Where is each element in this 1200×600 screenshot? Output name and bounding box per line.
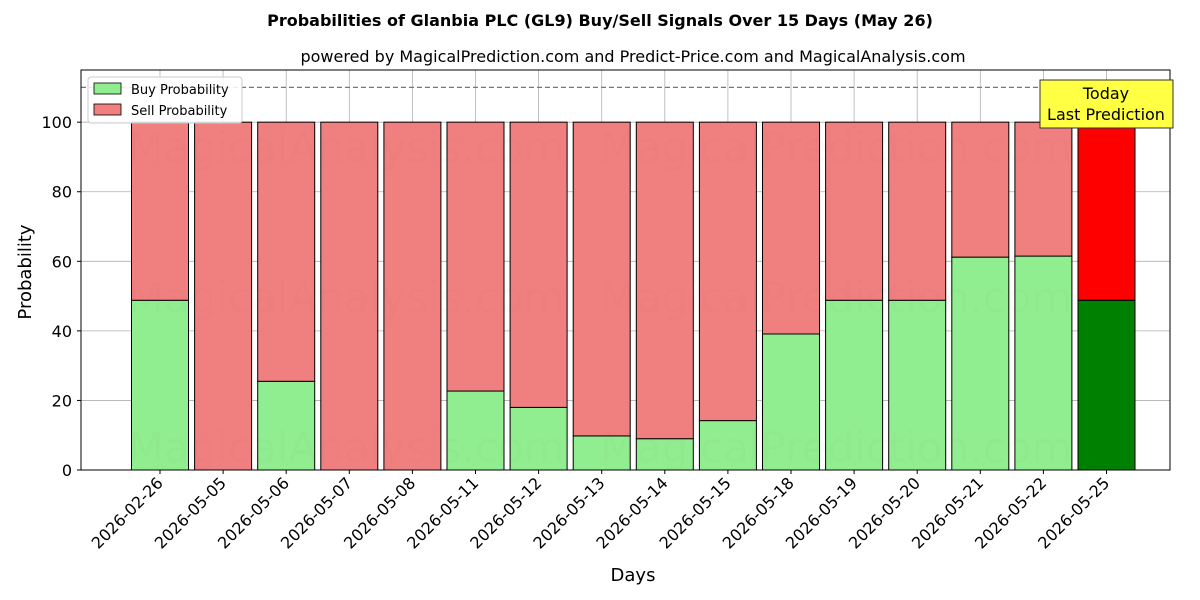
legend-box <box>87 76 243 124</box>
x-axis: 2026-02-262026-05-052026-05-062026-05-07… <box>88 470 1113 553</box>
watermark-text: MagicalAnalysis.com <box>128 273 565 322</box>
legend-sell-swatch <box>93 103 122 116</box>
watermark-text: MagicalPrediction.com <box>600 273 1073 322</box>
sell-bar <box>888 121 947 301</box>
sell-bar <box>951 121 1010 258</box>
legend: Buy Probability Sell Probability <box>87 76 243 124</box>
x-axis-label: Days <box>611 565 656 586</box>
sell-bar <box>762 121 820 335</box>
sell-bar <box>446 121 505 392</box>
buy-bar <box>572 435 631 471</box>
y-tick-label: 20 <box>52 391 72 410</box>
y-axis-label: Probability <box>15 224 36 319</box>
buy-bar <box>888 299 947 471</box>
today-annotation: Today Last Prediction <box>1039 79 1174 129</box>
sell-bar <box>320 121 379 471</box>
buy-bar <box>635 438 694 471</box>
chart-title: Probabilities of Glanbia PLC (GL9) Buy/S… <box>267 11 933 30</box>
sell-bar <box>1077 121 1136 301</box>
y-tick-label: 60 <box>52 252 72 271</box>
buy-bar <box>1077 299 1136 471</box>
y-tick-label: 0 <box>62 461 72 480</box>
sell-bar <box>131 121 189 301</box>
annotation-line1: Today <box>1082 84 1129 103</box>
sell-bar <box>509 121 568 408</box>
legend-buy-swatch <box>93 82 122 95</box>
annotation-box <box>1039 79 1174 129</box>
buy-bar <box>698 420 757 471</box>
sell-bar <box>194 121 253 471</box>
buy-bar <box>762 333 820 471</box>
y-tick-label: 80 <box>52 183 72 202</box>
sell-bar <box>698 121 757 422</box>
sell-bar <box>257 121 316 382</box>
y-axis: 0 20 40 60 80 100 <box>41 113 81 480</box>
plot-frame <box>80 69 1171 471</box>
buy-bar <box>951 256 1010 471</box>
sell-bar <box>383 121 442 471</box>
legend-buy-label: Buy Probability <box>131 83 229 98</box>
buy-bar <box>825 299 884 471</box>
legend-sell-label: Sell Probability <box>131 104 228 119</box>
watermark-text: MagicalAnalysis.com <box>128 123 565 172</box>
buy-bar <box>1014 255 1073 471</box>
bars-layer <box>131 121 1136 471</box>
y-tick-label: 100 <box>41 113 72 132</box>
sell-bar <box>635 121 694 440</box>
annotation-line2: Last Prediction <box>1047 105 1165 124</box>
y-tick-label: 40 <box>52 322 72 341</box>
sell-bar <box>825 121 884 301</box>
watermark-text: MagicalPrediction.com <box>600 123 1073 172</box>
watermark-text: MagicalAnalysis.com <box>128 423 565 472</box>
sell-bar <box>572 121 631 437</box>
chart-subtitle: powered by MagicalPrediction.com and Pre… <box>300 47 965 66</box>
watermark-text: MagicalPrediction.com <box>600 423 1073 472</box>
